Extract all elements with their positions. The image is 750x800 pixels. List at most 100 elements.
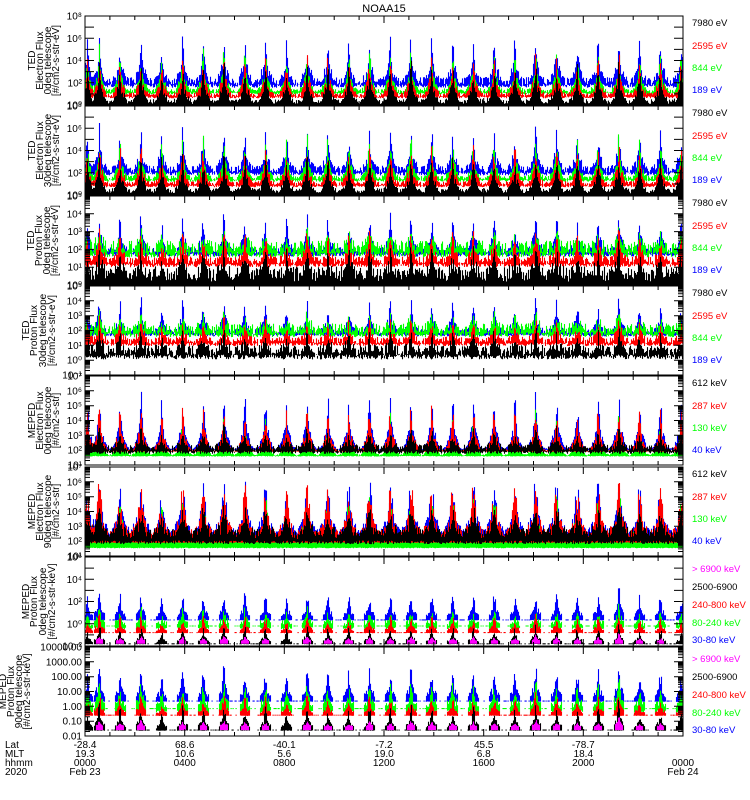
x-tick-label-mlt: 5.6 bbox=[277, 749, 291, 760]
legend-label-287-kev: 287 keV bbox=[692, 492, 728, 503]
y-tick-label: 1.00 bbox=[63, 702, 83, 713]
y-tick-label: 10¹ bbox=[68, 552, 83, 563]
y-tick-label: 10⁰ bbox=[67, 101, 82, 112]
y-major-ticks bbox=[85, 116, 683, 185]
y-axis-title-line: 90deg telescope bbox=[43, 474, 54, 548]
y-tick-label: 10.00 bbox=[57, 687, 82, 698]
y-tick-label: 10⁴ bbox=[67, 296, 82, 307]
y-tick-label: 10⁵ bbox=[67, 492, 82, 503]
y-tick-label: 10² bbox=[68, 78, 83, 89]
y-axis-title-line: TED bbox=[21, 321, 32, 341]
y-minor-ticks bbox=[85, 647, 683, 732]
y-major-ticks bbox=[85, 300, 683, 361]
y-tick-label: 10² bbox=[68, 245, 83, 256]
x-minor-ticks bbox=[109, 467, 659, 556]
legend-label-2595-ev: 2595 eV bbox=[692, 311, 728, 322]
y-minor-ticks bbox=[85, 196, 683, 281]
legend-label-287-kev: 287 keV bbox=[692, 401, 728, 412]
y-axis-title-line: [#/cm2-s-str-keV] bbox=[47, 563, 58, 639]
y-axis-title-line: Proton Flux bbox=[29, 576, 40, 627]
y-minor-ticks bbox=[85, 467, 683, 552]
y-tick-label: 100.00 bbox=[51, 672, 82, 683]
y-tick-label: 10⁴ bbox=[67, 209, 82, 220]
legend-label-30-80-kev: 30-80 keV bbox=[692, 725, 736, 736]
plot-title: NOAA15 bbox=[362, 3, 405, 15]
y-tick-label: 10² bbox=[68, 446, 83, 457]
x-tick-label-mlt: 19.0 bbox=[374, 749, 394, 760]
y-tick-label: 10¹ bbox=[68, 263, 83, 274]
panel-8: 10000.00 1000.00 100.00 10.00 1.00 0.10 0.01 ME… bbox=[0, 643, 747, 743]
x-tick-label-hhmm: 1600 bbox=[473, 758, 496, 769]
legend-label-2595-ev: 2595 eV bbox=[692, 221, 728, 232]
x-axis-row-label: Lat bbox=[5, 740, 19, 751]
y-tick-label: 10⁷ bbox=[67, 463, 82, 474]
y-minor-ticks bbox=[85, 286, 683, 371]
legend-label-80-240-kev: 80-240 keV bbox=[692, 708, 741, 719]
legend-label-844-ev: 844 eV bbox=[692, 153, 723, 164]
y-axis-title-line: Electron Flux bbox=[35, 121, 46, 179]
y-tick-label: 10⁵ bbox=[67, 282, 82, 293]
legend-label-2500-6900: 2500-6900 bbox=[692, 582, 737, 593]
legend-label-612-kev: 612 keV bbox=[692, 378, 728, 389]
x-axis-row-label: hhmm bbox=[5, 758, 33, 769]
legend-label-240-800-kev: 240-800 keV bbox=[692, 600, 747, 611]
legend-label-7980-ev: 7980 eV bbox=[692, 198, 728, 209]
y-axis-title-line: TED bbox=[27, 51, 38, 71]
y-tick-label: 10⁵ bbox=[67, 192, 82, 203]
legend-label-2595-ev: 2595 eV bbox=[692, 41, 728, 52]
legend-label-612-kev: 612 keV bbox=[692, 469, 728, 480]
y-tick-label: 10⁶ bbox=[67, 553, 82, 564]
y-tick-label: 10⁴ bbox=[67, 146, 82, 157]
y-axis-title-line: MEPED bbox=[27, 494, 38, 530]
y-tick-label: 10³ bbox=[68, 311, 83, 322]
legend-label-7980-ev: 7980 eV bbox=[692, 18, 728, 29]
y-tick-label: 10¹ bbox=[68, 341, 83, 352]
legend-label-6900-kev: > 6900 keV bbox=[692, 654, 741, 665]
y-tick-label: 10⁸ bbox=[67, 12, 82, 23]
legend-label-189-ev: 189 eV bbox=[692, 265, 723, 276]
y-minor-ticks bbox=[85, 376, 683, 461]
y-axis-title-line: TED bbox=[27, 141, 38, 161]
x-tick-label-hhmm: 0800 bbox=[273, 758, 296, 769]
y-tick-label: 10³ bbox=[68, 522, 83, 533]
y-axis-title-line: Proton Flux bbox=[34, 215, 45, 266]
x-tick-label-hhmm: 1200 bbox=[373, 758, 396, 769]
y-tick-label: 0.01 bbox=[63, 732, 83, 743]
series-group bbox=[85, 212, 683, 285]
x-minor-ticks bbox=[109, 286, 659, 375]
y-tick-label: 10⁶ bbox=[67, 34, 82, 45]
y-axis-title-line: [#/cm2-s-str-keV] bbox=[22, 653, 33, 729]
legend-label-240-800-kev: 240-800 keV bbox=[692, 690, 747, 701]
y-tick-label: 10⁻² bbox=[62, 642, 82, 653]
y-major-ticks bbox=[85, 661, 683, 722]
x-tick-label-mlt: 18.4 bbox=[574, 749, 594, 760]
y-tick-label: 10⁰ bbox=[67, 356, 82, 367]
legend-label-189-ev: 189 eV bbox=[692, 85, 723, 96]
legend-label-130-kev: 130 keV bbox=[692, 514, 728, 525]
y-axis-title-line: Proton Flux bbox=[6, 666, 17, 717]
x-tick-label-mlt: 6.8 bbox=[477, 749, 491, 760]
y-tick-label: 10⁰ bbox=[67, 619, 82, 630]
y-axis-title-line: TED bbox=[26, 231, 37, 251]
y-tick-label: 1000.00 bbox=[46, 657, 83, 668]
y-tick-label: 10² bbox=[68, 537, 83, 548]
legend-label-7980-ev: 7980 eV bbox=[692, 108, 728, 119]
y-axis-title-line: [#/cm2-s-str] bbox=[51, 393, 62, 449]
x-tick-label-lat: -78.7 bbox=[572, 740, 595, 751]
y-major-ticks bbox=[85, 26, 683, 95]
y-axis-title-line: 30deg telescope bbox=[38, 293, 49, 367]
legend-label-80-240-kev: 80-240 keV bbox=[692, 618, 741, 629]
y-axis-title-line: Electron Flux bbox=[35, 31, 46, 89]
y-axis-title-line: Electron Flux bbox=[35, 482, 46, 540]
x-tick-label-lat: 68.6 bbox=[175, 740, 195, 751]
y-tick-label: 10⁰ bbox=[67, 281, 82, 292]
x-axis-row-label: 2020 bbox=[5, 767, 28, 778]
x-minor-ticks bbox=[109, 106, 659, 195]
